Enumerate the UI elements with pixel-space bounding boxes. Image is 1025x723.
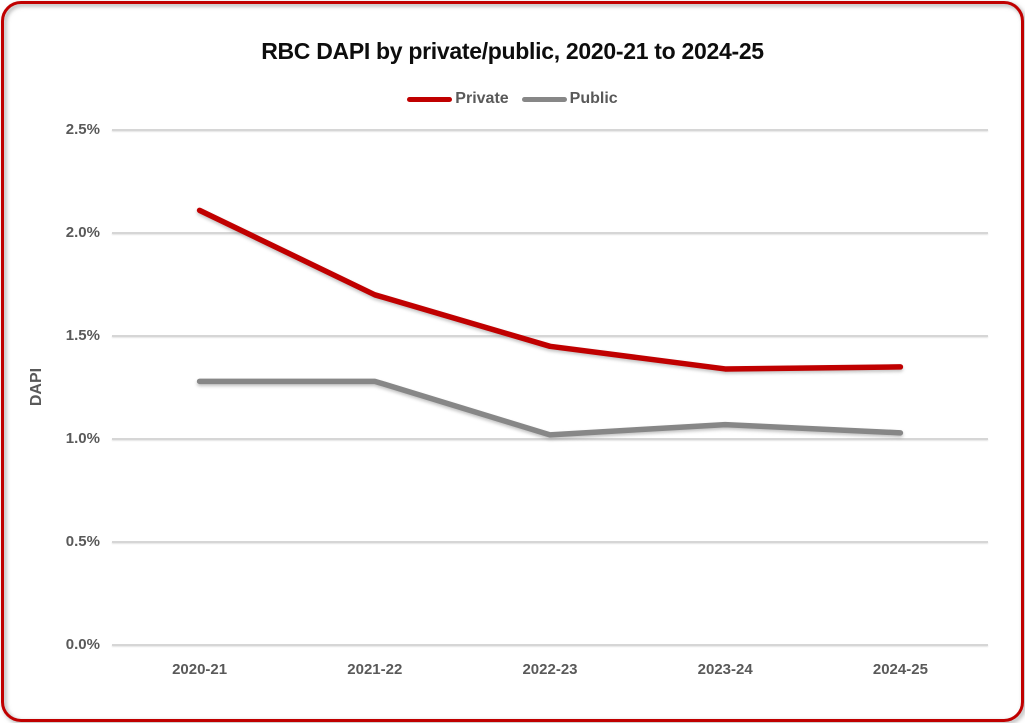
x-tick-label: 2023-24 <box>697 661 753 678</box>
x-tick-label: 2020-21 <box>172 661 228 678</box>
y-tick-label: 1.0% <box>65 430 100 447</box>
y-tick-label: 0.5% <box>65 533 100 550</box>
y-tick-label: 0.0% <box>65 636 100 653</box>
legend: Private Public <box>0 90 1025 108</box>
chart-title: RBC DAPI by private/public, 2020-21 to 2… <box>261 38 764 64</box>
y-tick-label: 2.5% <box>65 121 100 138</box>
legend-item-public: Public <box>521 90 618 108</box>
x-tick-label: 2024-25 <box>872 661 928 678</box>
y-tick-label: 2.0% <box>65 224 100 241</box>
series-line-public <box>196 378 904 438</box>
x-tick-label: 2022-23 <box>522 661 578 678</box>
y-tick-label: 1.5% <box>65 327 100 344</box>
legend-swatch-public-icon <box>521 96 567 102</box>
legend-item-private: Private <box>407 90 509 108</box>
legend-label: Public <box>569 90 618 107</box>
legend-label: Private <box>455 90 509 107</box>
legend-swatch-private-icon <box>407 96 453 102</box>
x-tick-label: 2021-22 <box>347 661 403 678</box>
series-line-private <box>196 207 904 372</box>
